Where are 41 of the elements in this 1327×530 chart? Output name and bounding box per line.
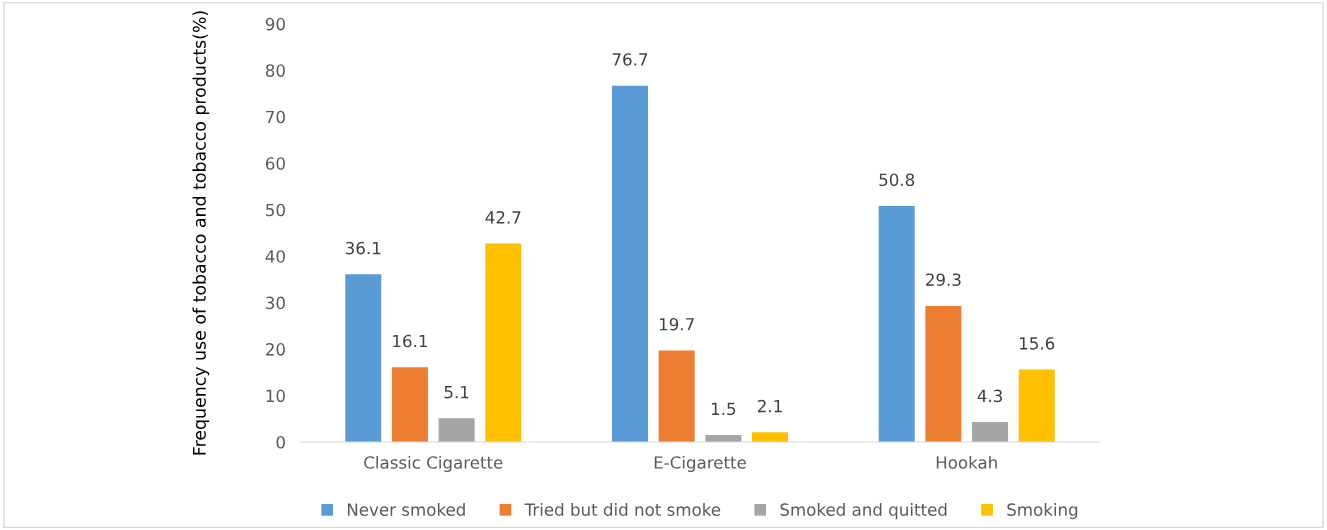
y-tick-label: 30 [266,296,285,310]
bar [345,274,382,443]
data-label: 2.1 [757,399,782,413]
data-label: 1.5 [711,402,736,416]
bar [611,85,648,443]
bar [925,305,962,443]
bar [878,205,915,443]
y-tick-label: 60 [265,157,285,170]
y-tick-label: 70 [266,110,285,124]
legend-label: Never smoked [347,503,465,516]
y-tick-label: 20 [266,343,285,356]
y-axis-title: Frequency use of tobacco and tobacco products(%) [192,11,210,455]
legend-label: Tried but did not smoke [524,503,721,516]
data-label: 76.7 [612,53,648,66]
y-tick-label: 50 [266,203,285,217]
x-tick-label: Classic Cigarette [364,455,503,473]
y-tick-label: 0 [276,435,285,449]
x-tick-label: E-Cigarette [654,455,746,473]
bar [658,350,695,443]
legend-label: Smoked and quitted [780,503,947,520]
data-label: 4.3 [977,389,1002,403]
y-tick-label: 10 [266,389,285,403]
y-tick-label: 90 [265,17,285,31]
bar [752,432,789,443]
bar [485,243,522,443]
data-label: 16.1 [393,334,427,348]
data-label: 36.1 [345,241,381,255]
data-label: 29.3 [926,273,961,286]
y-tick-label: 80 [265,64,285,77]
data-label: 42.7 [485,211,521,224]
data-label: 15.6 [1020,337,1055,350]
bar [972,422,1009,443]
bar [1018,369,1055,443]
bar [438,418,475,443]
x-tick-label: Hookah [936,455,997,469]
legend-label: Smoking [1007,503,1078,520]
data-label: 19.7 [659,317,694,331]
data-label: 50.8 [879,173,915,187]
bar [391,367,428,443]
y-tick-label: 40 [265,250,285,263]
data-label: 5.1 [444,386,469,399]
